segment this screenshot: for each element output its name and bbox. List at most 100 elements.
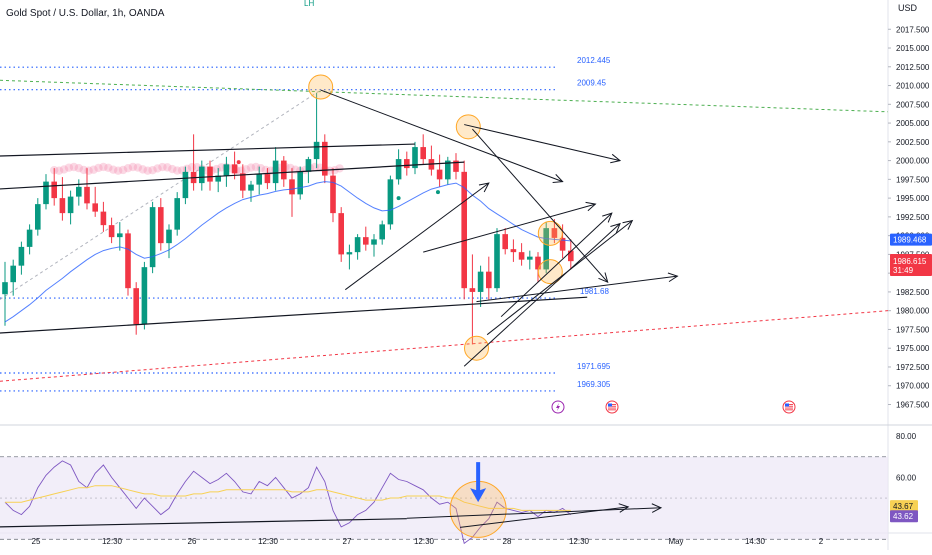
resistance-dot — [94, 163, 103, 173]
candle-down — [264, 174, 271, 184]
flag-canton — [785, 403, 789, 407]
candle-down — [559, 237, 566, 251]
candle-down — [59, 198, 66, 214]
candle-up — [272, 160, 279, 184]
rsi-trend-arrow — [406, 507, 662, 519]
rsi-value-tag — [890, 510, 918, 523]
trend-arrow — [476, 275, 678, 303]
lh-marker-label: LH — [304, 0, 314, 8]
price-tick-label: 1995.000 — [896, 194, 930, 203]
candle-up — [543, 228, 549, 270]
price-tick-label: 2017.500 — [896, 25, 930, 34]
resistance-dot — [118, 165, 128, 175]
arrowhead — [610, 153, 622, 164]
price-tick-label: 2012.500 — [896, 63, 930, 72]
candle-up — [223, 164, 230, 176]
candle-down — [568, 250, 574, 262]
rsi-trend-arrow — [460, 506, 629, 528]
trend-arrow — [345, 182, 490, 291]
time-tick-label[interactable]: 14:30 — [745, 537, 766, 546]
level-lines: 2012.445 2009.45 1981.68 1971.695 1969.305 — [0, 56, 889, 392]
us-flag-icon[interactable] — [605, 400, 619, 414]
candle-down — [125, 233, 131, 289]
candle-up — [354, 237, 361, 253]
resistance-dot — [158, 162, 167, 172]
currency-label: USD — [898, 3, 918, 13]
price-tick-label: 1980.000 — [896, 307, 930, 316]
rsi-pane — [0, 456, 888, 545]
time-tick-label[interactable]: 2 — [819, 537, 824, 546]
candle-up — [371, 239, 377, 245]
candle-up — [149, 207, 156, 268]
time-tick-label[interactable]: 12:30 — [258, 537, 279, 546]
time-tick-label[interactable]: 27 — [343, 537, 352, 546]
rsi-tick-label: 80.00 — [896, 432, 917, 441]
candle-down — [486, 271, 492, 289]
arrowhead — [618, 503, 630, 513]
marker-dot — [396, 196, 401, 201]
resistance-dot — [69, 162, 79, 172]
time-tick-label[interactable]: 25 — [32, 537, 41, 546]
candle-up — [67, 196, 74, 214]
price-tick-label: 2000.000 — [896, 157, 930, 166]
trend-arrow — [464, 124, 621, 162]
lightning-icon[interactable] — [551, 400, 565, 414]
resistance-dot — [173, 166, 182, 175]
rsi-band — [0, 456, 888, 540]
candle-up — [76, 186, 82, 197]
countdown-label: 31:49 — [893, 266, 914, 275]
candle-down — [404, 159, 410, 169]
resistance-dot — [335, 164, 344, 173]
candle-down — [51, 181, 57, 199]
resistance-dot — [123, 163, 133, 173]
resistance-dot — [54, 166, 64, 175]
time-tick-label[interactable]: 26 — [188, 537, 197, 546]
price-tick-label: 1970.000 — [896, 382, 930, 391]
arrowhead — [610, 222, 621, 234]
price-axis[interactable]: 2017.500 2015.000 2012.500 2010.000 2007.500… — [888, 25, 930, 524]
price-tick-label: 1982.500 — [896, 288, 930, 297]
rsi-line — [4, 460, 572, 545]
candle-down — [338, 213, 344, 255]
resistance-dot — [133, 163, 143, 172]
highlight-circle — [537, 220, 563, 246]
time-axis[interactable]: 25 12:30 26 12:30 27 12:30 28 12:30 May 14:30 2 — [32, 537, 824, 546]
level-label: 2009.45 — [577, 79, 606, 88]
arrowhead — [552, 174, 564, 183]
candle-up — [527, 256, 533, 260]
level-label: 1969.305 — [577, 380, 611, 389]
red-dashed-trendline — [0, 310, 889, 382]
price-tick-label: 1997.500 — [896, 175, 930, 184]
price-tick-label: 1992.500 — [896, 213, 930, 222]
time-tick-label[interactable]: 12:30 — [569, 537, 590, 546]
rsi-ma-line — [5, 485, 571, 511]
time-tick-label[interactable]: 28 — [503, 537, 512, 546]
rsi-value-tag — [890, 500, 918, 513]
symbol-title: Gold Spot / U.S. Dollar, 1h, OANDA — [6, 8, 165, 19]
candle-up — [141, 267, 148, 325]
level-label: 2012.445 — [577, 56, 611, 65]
candle-down — [108, 225, 115, 238]
time-tick-label[interactable]: 12:30 — [414, 537, 435, 546]
flag-stripe — [785, 409, 793, 411]
price-tick-label: 2015.000 — [896, 44, 930, 53]
candle-up — [199, 166, 205, 184]
us-flag-icon[interactable] — [782, 400, 796, 414]
candle-down — [535, 256, 541, 270]
candle-down — [461, 171, 467, 289]
resistance-dot — [325, 166, 334, 175]
rsi-tick-label: 60.00 — [896, 473, 917, 482]
price-tick-label: 2007.500 — [896, 100, 930, 109]
candle-down — [100, 211, 107, 226]
candle-down — [502, 234, 508, 250]
candle-down — [322, 141, 328, 176]
flag-stripe — [608, 409, 616, 411]
rsi-value-label: 43.67 — [893, 502, 914, 511]
time-tick-label[interactable]: May — [668, 537, 683, 546]
candle-up — [166, 229, 172, 244]
highlight-circle — [464, 335, 489, 361]
time-tick-label[interactable]: 12:30 — [102, 537, 123, 546]
arrowhead — [585, 201, 597, 212]
